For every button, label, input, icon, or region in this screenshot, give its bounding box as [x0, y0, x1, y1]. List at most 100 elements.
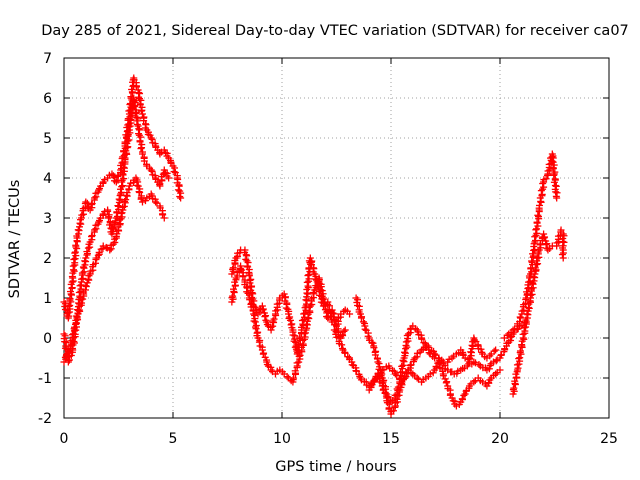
trail-point: [485, 365, 493, 373]
data-point: [559, 254, 567, 262]
trail-point: [255, 338, 263, 346]
trail-point: [401, 348, 409, 356]
trail-point: [549, 165, 557, 173]
trail-point: [121, 154, 129, 162]
trail-point: [230, 285, 238, 293]
trail-point: [458, 395, 466, 403]
trail-point: [106, 221, 114, 229]
trail-point: [132, 83, 140, 91]
x-tick-label: 10: [273, 431, 291, 447]
trail-point: [300, 330, 308, 338]
trail-point: [442, 379, 450, 387]
y-tick-label: 6: [43, 91, 52, 107]
trail-point: [357, 314, 365, 322]
trail-point: [132, 110, 140, 118]
trail-point: [304, 282, 312, 290]
trail-point: [69, 330, 77, 338]
data-point: [492, 370, 500, 378]
y-axis-label: SDTVAR / TECUs: [7, 180, 23, 299]
trail-point: [286, 316, 294, 324]
trail-point: [340, 327, 348, 335]
trail-point: [73, 245, 81, 253]
trail-point: [533, 254, 541, 262]
trail-point: [460, 391, 468, 399]
trail-point: [370, 344, 378, 352]
trail-point: [83, 248, 91, 256]
trail-point: [544, 167, 552, 175]
data-point: [147, 134, 155, 142]
trail-point: [552, 188, 560, 196]
x-tick-label: 5: [169, 431, 178, 447]
trail-point: [66, 295, 74, 303]
trail-point: [62, 352, 70, 360]
trail-point: [389, 407, 397, 415]
data-point: [138, 150, 146, 158]
trail-point: [261, 313, 269, 321]
trail-point: [88, 200, 96, 208]
data-point: [306, 254, 314, 262]
trail-point: [364, 332, 372, 340]
x-tick-label: 20: [491, 431, 509, 447]
trail-point: [296, 351, 304, 359]
trail-point: [295, 352, 303, 360]
data-point: [424, 342, 432, 350]
plot-frame: [63, 57, 610, 419]
trail-point: [558, 251, 566, 259]
y-tick-label: -1: [38, 371, 52, 387]
trail-point: [137, 145, 145, 153]
data-point: [165, 174, 173, 182]
data-point: [391, 370, 399, 378]
data-point: [328, 306, 336, 314]
data-point: [492, 346, 500, 354]
y-tick-label: 0: [43, 331, 52, 347]
trail-point: [70, 267, 78, 275]
trail-point: [516, 347, 524, 355]
trail-point: [125, 123, 133, 131]
grid: [64, 58, 609, 418]
trail-point: [515, 355, 523, 363]
trail-point: [519, 330, 527, 338]
trail-point: [88, 232, 96, 240]
trail-point: [293, 359, 301, 367]
trail-point: [176, 193, 184, 201]
data-point: [232, 254, 240, 262]
trail-point: [552, 182, 560, 190]
trail-point: [77, 296, 85, 304]
trail-point: [516, 313, 524, 321]
trail-point: [361, 325, 369, 333]
data-point: [496, 366, 504, 374]
trail-point: [338, 341, 346, 349]
trail-point: [534, 211, 542, 219]
data-point: [341, 326, 349, 334]
trail-point: [159, 211, 167, 219]
trail-point: [338, 331, 346, 339]
trail-point: [293, 347, 301, 355]
x-axis-label: GPS time / hours: [275, 459, 396, 475]
data-point: [374, 358, 382, 366]
trail-point: [542, 241, 550, 249]
trail-point: [68, 331, 76, 339]
data-point: [106, 246, 114, 254]
trail-point: [302, 296, 310, 304]
trail-point: [69, 262, 77, 270]
trail-point: [518, 307, 526, 315]
trail-point: [66, 288, 74, 296]
trail-point: [137, 133, 145, 141]
trail-point: [92, 256, 100, 264]
x-tick-label: 0: [60, 431, 69, 447]
trail-point: [348, 361, 356, 369]
trail-point: [535, 213, 543, 221]
trail-point: [116, 220, 124, 228]
trail-point: [109, 224, 117, 232]
trail-point: [65, 302, 73, 310]
trail-point: [531, 264, 539, 272]
trail-point: [128, 85, 136, 93]
trail-point: [467, 348, 475, 356]
trail-point: [72, 241, 80, 249]
trail-point: [88, 233, 96, 241]
trail-point: [88, 201, 96, 209]
trail-point: [290, 374, 298, 382]
trail-point: [170, 168, 178, 176]
data-point: [160, 214, 168, 222]
